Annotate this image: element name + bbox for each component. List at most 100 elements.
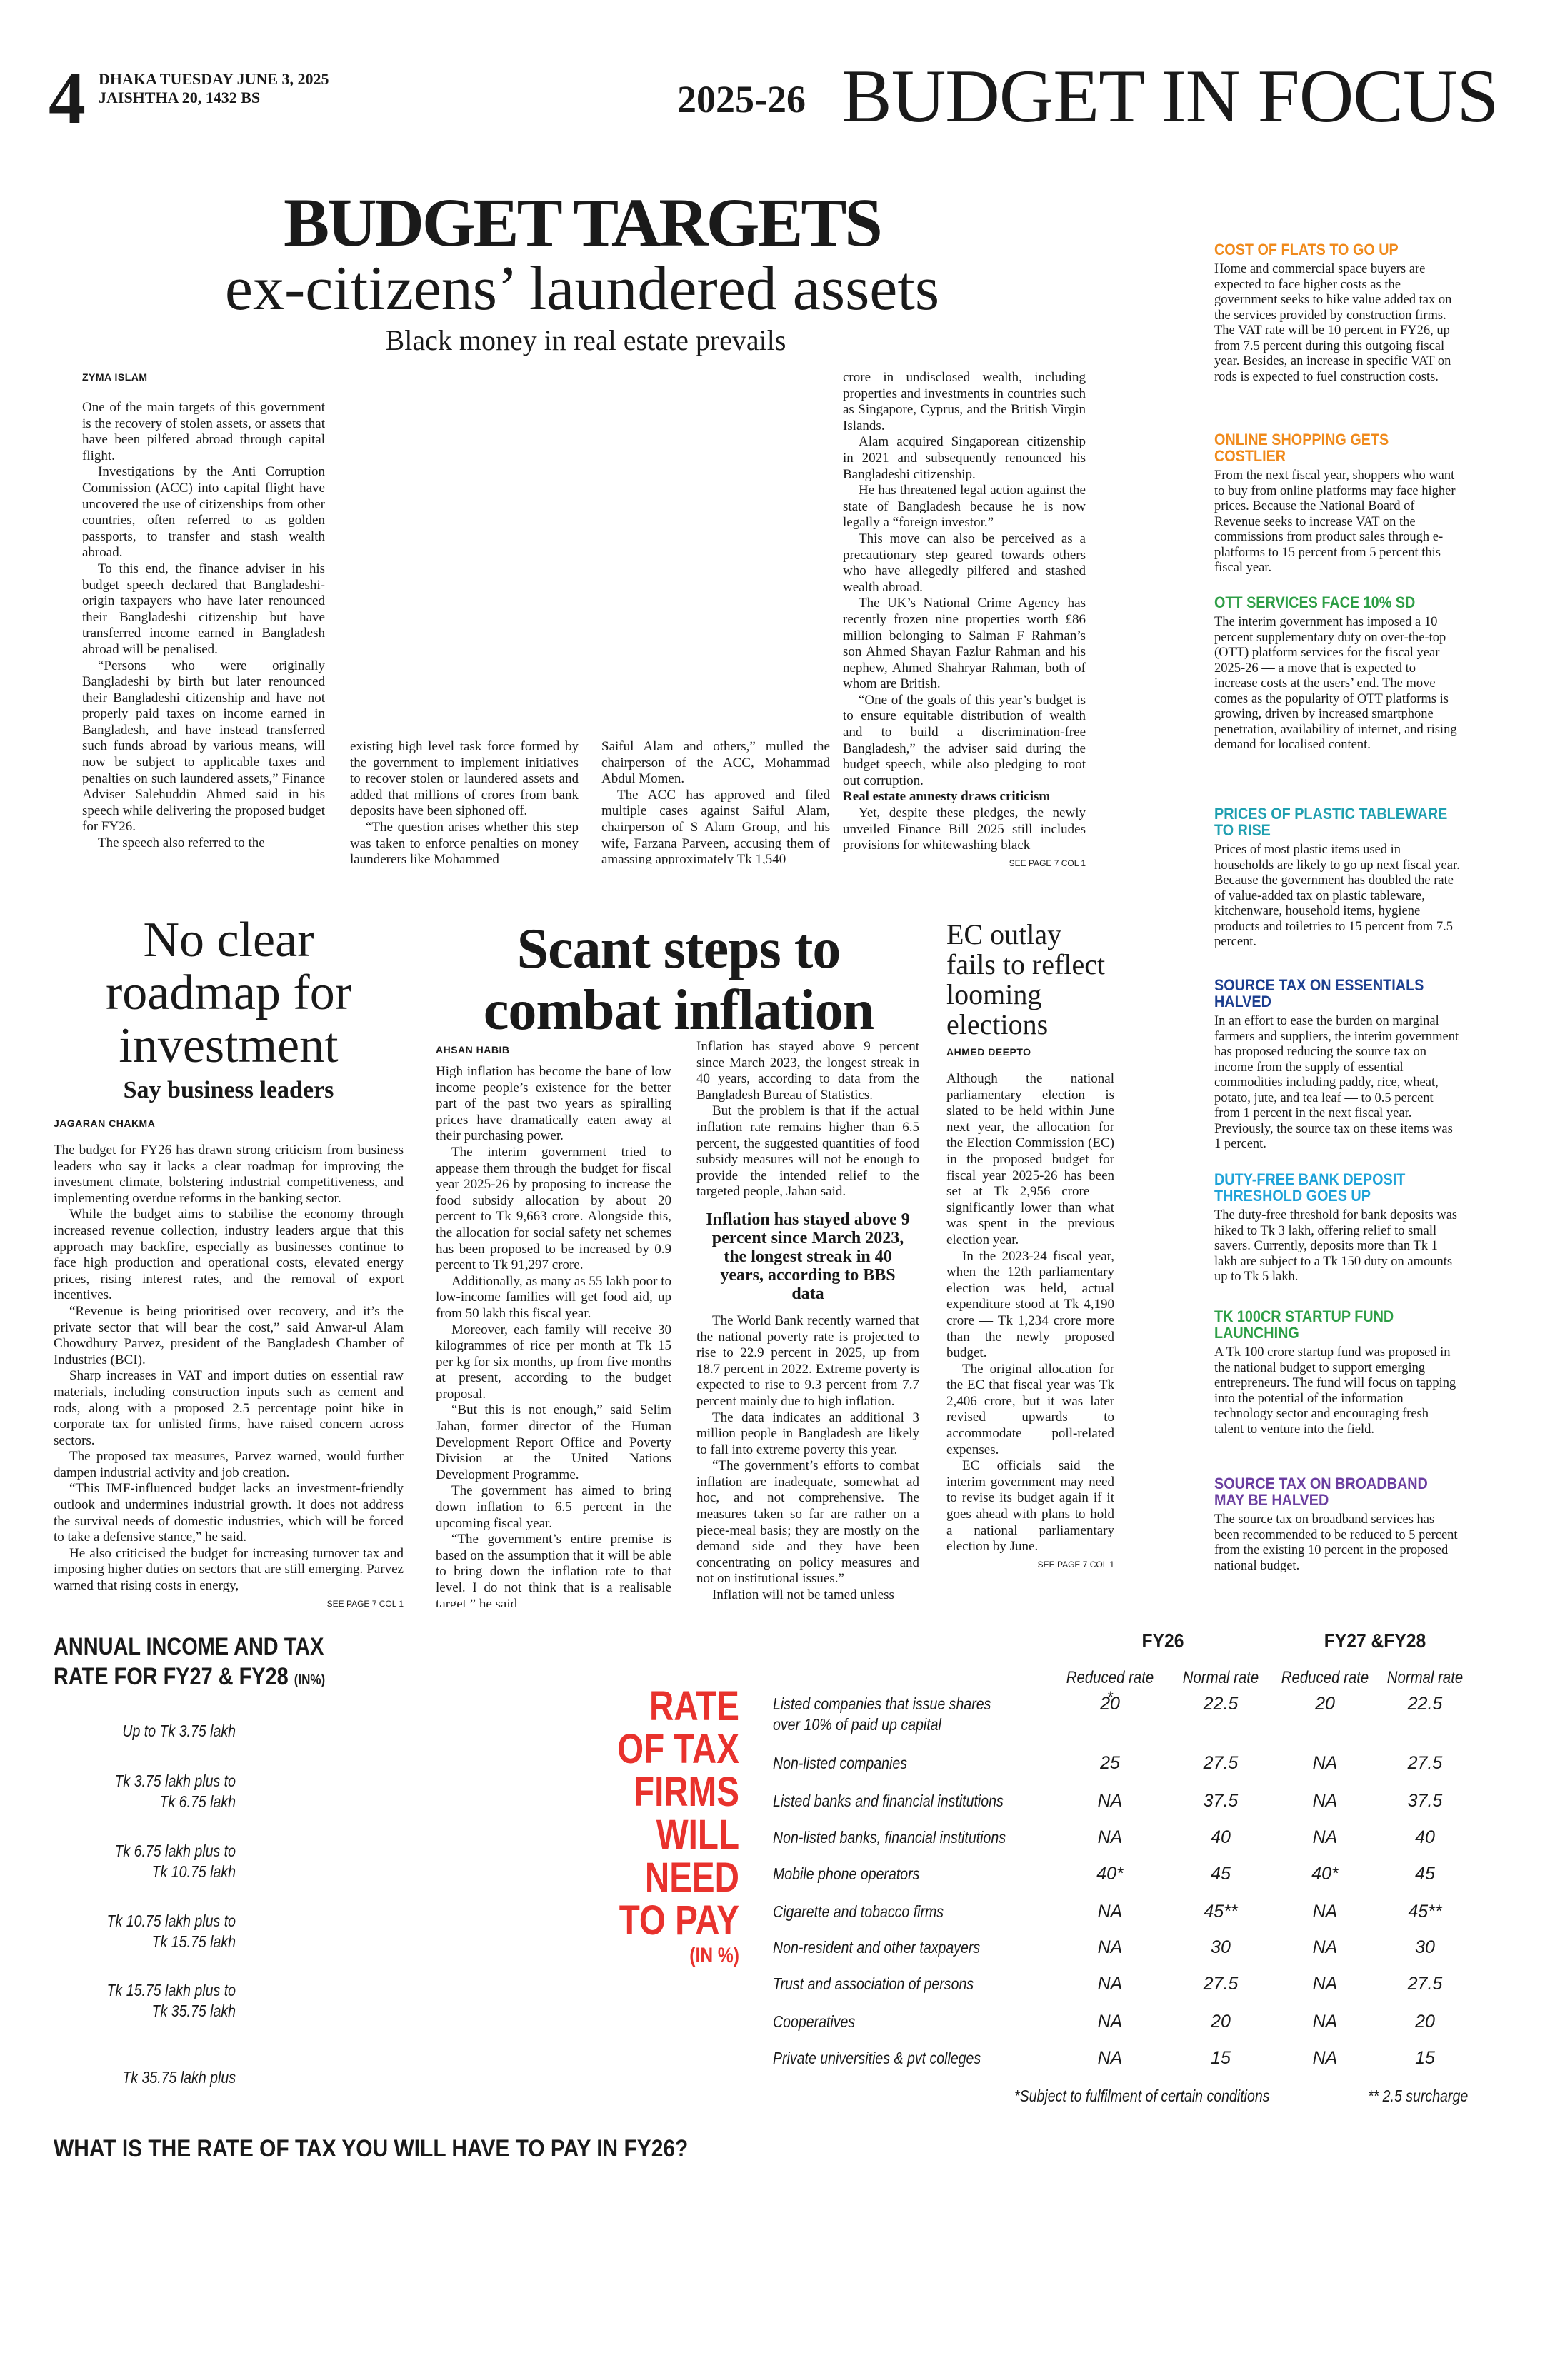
paragraph: Inflation will not be tamed unless [712,1587,894,1603]
table-cell: 40 [1415,1827,1435,1847]
paragraph: “This IMF-influenced budget lacks an inv… [54,1481,404,1545]
headline-line: Scant steps to [516,918,841,980]
paragraph: While the budget aims to stabilise the e… [54,1207,404,1303]
sidebar-headline: SOURCE TAX ON ESSENTIALS HALVED [1214,976,1424,1010]
headline-line: EC outlay [946,918,1062,950]
paragraph: But the problem is that if the actual in… [696,1103,919,1200]
article-column: One of the main targets of this governme… [82,400,325,864]
sidebar-headline: PRICES OF PLASTIC TABLEWARE TO RISE [1214,805,1448,839]
table-cell: NA [1312,1937,1338,1957]
article-column: Although the national parliamentary elec… [946,1071,1114,1607]
unit: (IN%) [294,1672,326,1688]
sidebar-body: The source tax on broadband services has… [1214,1512,1458,1573]
bracket: Tk 6.75 lakh plus to Tk 10.75 lakh [84,1841,236,1882]
table-cell: NA [1312,2012,1338,2032]
byline: AHMED DEEPTO [946,1046,1031,1058]
table-cell: 40* [1096,1864,1124,1884]
sidebar-item: SOURCE TAX ON ESSENTIALS HALVED In an eff… [1214,977,1461,1153]
sidebar-body: Home and commercial space buyers are exp… [1214,262,1452,384]
paragraph: “The government’s efforts to combat infl… [696,1458,919,1587]
table-cell: 40 [1211,1827,1231,1847]
paragraph: In the 2023-24 fiscal year, when the 12t… [946,1248,1114,1361]
paragraph: The data indicates an additional 3 milli… [696,1410,919,1457]
story-deck: Say business leaders [123,1077,334,1103]
bracket: Up to Tk 3.75 lakh [84,1721,236,1742]
paragraph: Investigations by the Anti Corruption Co… [82,464,325,561]
table-cell: 15 [1211,2048,1231,2068]
page-number: 4 [49,57,86,139]
paragraph: The budget for FY26 has drawn strong cri… [54,1143,404,1206]
bracket-line: Up to Tk 3.75 lakh [122,1722,236,1740]
title-line: RATE [649,1683,739,1729]
sidebar-body: The duty-free threshold for bank deposit… [1214,1208,1458,1284]
column-header: Reduced rate * [1066,1668,1154,1707]
table-cell: 37.5 [1203,1791,1239,1811]
sidebar-item: OTT SERVICES FACE 10% SD The interim gove… [1214,594,1461,753]
table-cell: 20 [1100,1694,1120,1714]
row-label: Cooperatives [773,2012,856,2031]
story-headline: EC outlay fails to reflect looming elect… [946,920,1132,1040]
dateline: DHAKA TUESDAY JUNE 3, 2025 JAISHTHA 20, … [99,70,329,107]
table-cell: NA [1097,1937,1123,1957]
sidebar-headline: OTT SERVICES FACE 10% SD [1214,593,1416,611]
sidebar-body: From the next fiscal year, shoppers who … [1214,468,1456,575]
table-cell: 25 [1100,1753,1120,1773]
paragraph: The interim government tried to appease … [436,1144,671,1273]
section-year: 2025-26 [677,78,806,121]
table-cell: 45** [1204,1902,1238,1922]
headline-line: elections [946,1008,1049,1040]
bracket-line: Tk 10.75 lakh [151,1862,236,1881]
unit: (IN %) [689,1944,739,1967]
bracket-line: Tk 6.75 lakh plus to [114,1842,236,1860]
bracket-line: Tk 15.75 lakh plus to [106,1981,236,1999]
main-deck: Black money in real estate prevails [385,324,786,356]
sidebar-item: TK 100CR STARTUP FUND LAUNCHING A Tk 100 … [1214,1308,1461,1437]
paragraph: Inflation has stayed above 9 percent sin… [696,1039,919,1103]
paragraph: “But this is not enough,” said Selim Jah… [436,1402,671,1482]
table-cell: 15 [1415,2048,1435,2068]
table-cell: NA [1097,1827,1123,1847]
paragraph: The speech also referred to the [98,835,265,851]
table-cell: 30 [1211,1937,1231,1957]
paragraph: “One of the goals of this year’s budget … [843,692,1086,788]
sidebar-item: COST OF FLATS TO GO UP Home and commercia… [1214,241,1461,385]
paragraph: “Persons who were originally Bangladeshi… [82,658,325,835]
paragraph: Saiful Alam and others,” mulled the chai… [601,739,830,787]
column-header: Normal rate [1182,1668,1259,1687]
bracket-line: Tk 10.75 lakh plus to [106,1912,236,1930]
paragraph: The ACC has approved and filed multiple … [601,787,830,864]
byline: ZYMA ISLAM [82,371,148,383]
row-label: Non-listed banks, financial institutions [773,1828,1006,1847]
jump-line: SEE PAGE 7 COL 1 [1009,858,1086,868]
bracket: Tk 3.75 lakh plus to Tk 6.75 lakh [84,1771,236,1812]
story-headline: No clear roadmap for investment [105,913,352,1073]
table-cell: NA [1312,1791,1338,1811]
title-line: ANNUAL INCOME AND TAX [54,1633,324,1660]
paragraph: The World Bank recently warned that the … [696,1312,919,1409]
table-cell: 27.5 [1407,1974,1443,1994]
paragraph: EC officials said the interim government… [946,1458,1114,1555]
article-column: Saiful Alam and others,” mulled the chai… [601,739,830,864]
title-line: TO PAY [619,1897,739,1944]
article-column: existing high level task force formed by… [350,739,579,864]
section-title: BUDGET IN FOCUS [841,54,1499,138]
sidebar-body: Prices of most plastic items used in hou… [1214,843,1460,949]
paragraph: “The question arises whether this step w… [350,819,579,864]
table-cell: 20 [1415,2012,1435,2032]
headline-line: fails to reflect [946,948,1106,980]
title-line: RATE FOR FY27 & FY28 (IN%) [54,1662,325,1695]
sidebar-headline: SOURCE TAX ON BROADBAND MAY BE HALVED [1214,1475,1428,1509]
table-cell: 40* [1311,1864,1339,1884]
bracket: Tk 10.75 lakh plus to Tk 15.75 lakh [84,1911,236,1952]
row-label: Listed companies that issue shares over … [773,1694,991,1734]
table-cell: 27.5 [1203,1974,1239,1994]
pullquote: Inflation has stayed above 9 percent sin… [706,1210,910,1303]
story-headline: Scant steps to combat inflation [429,918,929,1041]
sidebar-item: ONLINE SHOPPING GETS COSTLIER From the ne… [1214,431,1461,576]
subhead: Real estate amnesty draws criticism [843,789,1051,805]
table-cell: NA [1312,2048,1338,2068]
row-label: Private universities & pvt colleges [773,2049,981,2067]
footnote: ** 2.5 surcharge [1368,2087,1469,2105]
paragraph: crore in undisclosed wealth, including p… [843,370,1086,433]
row-label: Non-resident and other taxpayers [773,1938,981,1957]
